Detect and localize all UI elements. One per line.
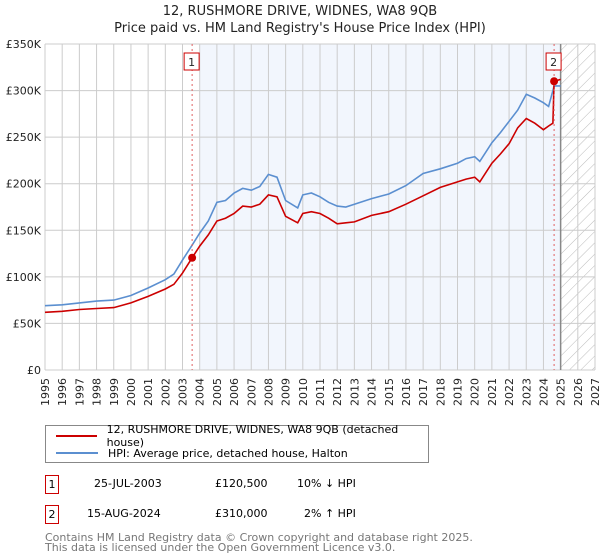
y-tick-label: £50K bbox=[13, 317, 42, 330]
sale-row: 1 25-JUL-2003 £120,500 10% ↓ HPI bbox=[45, 475, 445, 494]
x-tick-label: 2008 bbox=[262, 378, 275, 406]
legend-swatch-red bbox=[56, 435, 97, 437]
shaded-period bbox=[199, 44, 561, 370]
x-tick-label: 2020 bbox=[469, 378, 482, 406]
y-tick-label: £0 bbox=[27, 364, 41, 377]
x-tick-label: 2014 bbox=[366, 378, 379, 406]
y-tick-label: £300K bbox=[6, 85, 42, 98]
x-tick-label: 2018 bbox=[434, 378, 447, 406]
y-tick-label: £150K bbox=[6, 224, 42, 237]
x-tick-label: 2012 bbox=[331, 378, 344, 406]
sale-label: 2 bbox=[550, 56, 557, 69]
x-tick-label: 2013 bbox=[348, 378, 361, 406]
y-tick-label: £250K bbox=[6, 131, 42, 144]
x-tick-label: 1999 bbox=[108, 378, 121, 406]
sale-row: 2 15-AUG-2024 £310,000 2% ↑ HPI bbox=[45, 505, 445, 524]
x-tick-label: 2016 bbox=[400, 378, 413, 406]
sale-date: 15-AUG-2024 bbox=[87, 507, 161, 520]
x-tick-label: 1998 bbox=[91, 378, 104, 406]
x-tick-label: 2000 bbox=[125, 378, 138, 406]
x-tick-label: 2019 bbox=[452, 378, 465, 406]
x-tick-label: 2017 bbox=[417, 378, 430, 406]
sale-hpi-diff: 10% ↓ HPI bbox=[297, 477, 356, 490]
x-tick-label: 2022 bbox=[503, 378, 516, 406]
legend-item-property: 12, RUSHMORE DRIVE, WIDNES, WA8 9QB (det… bbox=[56, 423, 428, 449]
x-tick-label: 2006 bbox=[228, 378, 241, 406]
sale-label: 1 bbox=[188, 56, 195, 69]
x-tick-label: 1996 bbox=[56, 378, 69, 406]
legend-label: 12, RUSHMORE DRIVE, WIDNES, WA8 9QB (det… bbox=[106, 423, 399, 449]
x-tick-label: 2011 bbox=[314, 378, 327, 406]
chart-subtitle: Price paid vs. HM Land Registry's House … bbox=[114, 21, 486, 36]
x-tick-label: 2021 bbox=[486, 378, 499, 406]
x-tick-label: 2003 bbox=[177, 378, 190, 406]
price-paid-line bbox=[44, 78, 561, 314]
sale-label-box bbox=[545, 52, 562, 71]
legend-swatch-blue bbox=[56, 452, 98, 454]
x-tick-label: 2023 bbox=[520, 378, 533, 406]
footer-licence: This data is licensed under the Open Gov… bbox=[45, 541, 396, 554]
sale-price: £310,000 bbox=[215, 507, 268, 520]
legend-label: HPI: Average price, detached house, Halt… bbox=[108, 446, 348, 460]
sale-point bbox=[188, 253, 197, 262]
sale-hpi-diff: 2% ↑ HPI bbox=[304, 507, 356, 520]
legend: 12, RUSHMORE DRIVE, WIDNES, WA8 9QB (det… bbox=[45, 423, 429, 463]
x-tick-label: 2007 bbox=[245, 378, 258, 406]
price-chart: 1995 1996 1997 1998 1999 2000 2001 2002 2003 2004… bbox=[6, 38, 600, 406]
chart-title: 12, RUSHMORE DRIVE, WIDNES, WA8 9QB bbox=[162, 4, 438, 19]
x-tick-label: 2002 bbox=[159, 378, 172, 406]
legend-item-hpi: HPI: Average price, detached house, Halt… bbox=[56, 445, 348, 461]
x-tick-label: 2027 bbox=[589, 378, 600, 406]
x-tick-label: 1997 bbox=[73, 378, 86, 406]
sale-date: 25-JUL-2003 bbox=[94, 477, 162, 490]
y-tick-label: £100K bbox=[6, 271, 42, 284]
sale-marker-badge: 1 bbox=[45, 475, 59, 494]
x-tick-label: 2001 bbox=[142, 378, 155, 406]
x-tick-label: 1995 bbox=[39, 378, 52, 406]
sale-label-box bbox=[183, 52, 200, 71]
sale-price: £120,500 bbox=[215, 477, 268, 490]
x-tick-label: 2005 bbox=[211, 378, 224, 406]
x-tick-label: 2024 bbox=[537, 378, 550, 406]
sale-marker-badge: 2 bbox=[45, 505, 59, 524]
x-tick-label: 2026 bbox=[572, 378, 585, 406]
x-tick-label: 2004 bbox=[194, 378, 207, 406]
x-tick-label: 2015 bbox=[383, 378, 396, 406]
hpi-line bbox=[44, 85, 561, 307]
x-tick-label: 2009 bbox=[280, 378, 293, 406]
footer-copyright: Contains HM Land Registry data © Crown c… bbox=[45, 531, 473, 544]
y-tick-label: £200K bbox=[6, 178, 42, 191]
x-tick-label: 2010 bbox=[297, 378, 310, 406]
sale-point bbox=[550, 77, 559, 86]
y-tick-label: £350K bbox=[6, 38, 42, 51]
x-tick-label: 2025 bbox=[555, 378, 568, 406]
